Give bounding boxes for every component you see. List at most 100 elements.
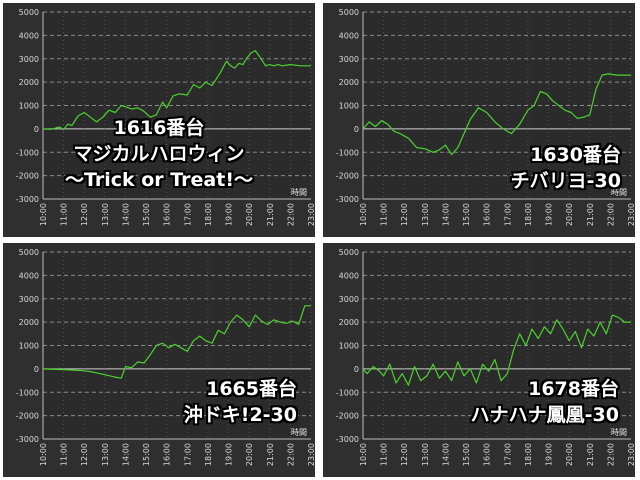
chart-title-1630: 1630番台 チバリヨ-30 [511, 142, 621, 194]
x-tick-label: 15:00 [142, 443, 151, 466]
x-tick-label: 12:00 [80, 203, 89, 226]
x-tick-label: 21:00 [266, 443, 275, 466]
x-tick-label: 23:00 [307, 443, 315, 466]
x-tick-label: 20:00 [245, 203, 254, 226]
y-tick-label: 1000 [19, 102, 39, 111]
series-line [362, 73, 631, 156]
y-tick-label: 1000 [339, 102, 359, 111]
y-tick-label: 4000 [19, 31, 39, 40]
x-tick-label: 11:00 [60, 443, 69, 466]
x-tick-label: 14:00 [441, 443, 450, 466]
x-axis-label: 時間 [611, 188, 627, 197]
x-tick-label: 10:00 [39, 203, 48, 226]
title-line: ハナハナ鳳凰-30 [470, 404, 619, 426]
x-tick-label: 16:00 [483, 443, 492, 466]
x-tick-label: 20:00 [565, 443, 574, 466]
y-tick-label: 3000 [339, 295, 359, 304]
y-tick-label: 2000 [19, 78, 39, 87]
x-tick-label: 16:00 [163, 443, 172, 466]
x-tick-label: 13:00 [101, 443, 110, 466]
y-tick-label: 3000 [339, 55, 359, 64]
chart-panel-1630: 5000 4000 3000 2000 1000 0 -1000 -2000 -3000 10:0… [323, 3, 635, 237]
x-tick-label: 10:00 [359, 203, 368, 226]
chart-panel-1678: 5000 4000 3000 2000 1000 0 -1000 -2000 -3000 10:0… [323, 243, 635, 477]
y-tick-label: 2000 [339, 318, 359, 327]
series-line [362, 314, 631, 386]
x-tick-label: 13:00 [101, 203, 110, 226]
x-tick-label: 19:00 [225, 443, 234, 466]
x-tick-label: 18:00 [204, 443, 213, 466]
y-tick-label: 5000 [339, 8, 359, 17]
x-tick-label: 15:00 [142, 203, 151, 226]
chart-1665-svg: 5000 4000 3000 2000 1000 0 -1000 -2000 -300010:0… [16, 248, 315, 466]
x-tick-label: 13:00 [421, 203, 430, 226]
series-line [42, 49, 311, 131]
title-line: 1665番台 [206, 378, 297, 400]
y-tick-label: 4000 [339, 271, 359, 280]
x-tick-label: 23:00 [307, 203, 315, 226]
chart-title-1678: 1678番台 ハナハナ鳳凰-30 [471, 376, 619, 428]
x-tick-label: 22:00 [606, 203, 615, 226]
y-tick-label: 4000 [339, 31, 359, 40]
y-tick-label: 5000 [19, 248, 39, 257]
y-tick-label: -1000 [16, 148, 39, 157]
title-line: 1630番台 [530, 144, 621, 166]
y-tick-label: -1000 [336, 388, 359, 397]
x-tick-label: 16:00 [483, 203, 492, 226]
x-tick-label: 19:00 [545, 203, 554, 226]
y-tick-label: 2000 [339, 78, 359, 87]
x-axis-label: 時間 [291, 428, 307, 437]
x-tick-label: 23:00 [627, 203, 635, 226]
x-tick-label: 13:00 [421, 443, 430, 466]
x-tick-label: 17:00 [503, 443, 512, 466]
series-line [42, 305, 311, 379]
chart-title-1665: 1665番台 沖ドキ!2-30 [184, 376, 297, 428]
y-tick-label: 5000 [339, 248, 359, 257]
title-line: 沖ドキ!2-30 [183, 404, 297, 426]
x-tick-label: 17:00 [503, 203, 512, 226]
x-tick-label: 15:00 [462, 203, 471, 226]
y-tick-label: -3000 [16, 435, 39, 444]
x-tick-label: 14:00 [121, 203, 130, 226]
chart-title-1616: 1616番台 マジカルハロウィン 〜Trick or Treat!〜 [3, 115, 315, 193]
x-tick-label: 22:00 [286, 203, 295, 226]
x-tick-label: 10:00 [39, 443, 48, 466]
x-tick-label: 11:00 [60, 203, 69, 226]
x-tick-label: 11:00 [380, 443, 389, 466]
x-tick-label: 17:00 [183, 203, 192, 226]
y-tick-label: -3000 [336, 435, 359, 444]
y-tick-label: -3000 [336, 195, 359, 204]
chart-1630-svg: 5000 4000 3000 2000 1000 0 -1000 -2000 -300010:0… [336, 8, 635, 226]
y-tick-label: 0 [34, 365, 39, 374]
y-tick-label: -2000 [336, 412, 359, 421]
y-tick-label: -1000 [336, 148, 359, 157]
x-tick-label: 22:00 [606, 443, 615, 466]
title-line: 〜Trick or Treat!〜 [64, 169, 253, 191]
x-axis-label: 時間 [611, 428, 627, 437]
x-tick-label: 22:00 [286, 443, 295, 466]
x-tick-label: 17:00 [183, 443, 192, 466]
x-tick-label: 20:00 [245, 443, 254, 466]
y-tick-label: 1000 [19, 342, 39, 351]
x-tick-label: 18:00 [524, 443, 533, 466]
x-tick-label: 21:00 [586, 443, 595, 466]
title-line: マジカルハロウィン [73, 143, 245, 165]
x-tick-label: 14:00 [441, 203, 450, 226]
title-line: 1616番台 [113, 117, 205, 139]
title-line: チバリヨ-30 [510, 170, 621, 192]
chart-1616-svg: 5000 4000 3000 2000 1000 0 -1000 -2000 -300010:0… [16, 8, 315, 226]
x-tick-label: 18:00 [524, 203, 533, 226]
title-line: 1678番台 [528, 378, 619, 400]
x-tick-label: 16:00 [163, 203, 172, 226]
x-tick-label: 12:00 [400, 443, 409, 466]
y-tick-label: -2000 [16, 412, 39, 421]
y-tick-label: -2000 [16, 172, 39, 181]
y-tick-label: 3000 [19, 55, 39, 64]
y-tick-label: 0 [34, 125, 39, 134]
y-tick-label: 1000 [339, 342, 359, 351]
x-tick-label: 11:00 [380, 203, 389, 226]
y-tick-label: 3000 [19, 295, 39, 304]
y-tick-label: -1000 [16, 388, 39, 397]
x-axis-label: 時間 [291, 188, 307, 197]
x-tick-label: 19:00 [225, 203, 234, 226]
